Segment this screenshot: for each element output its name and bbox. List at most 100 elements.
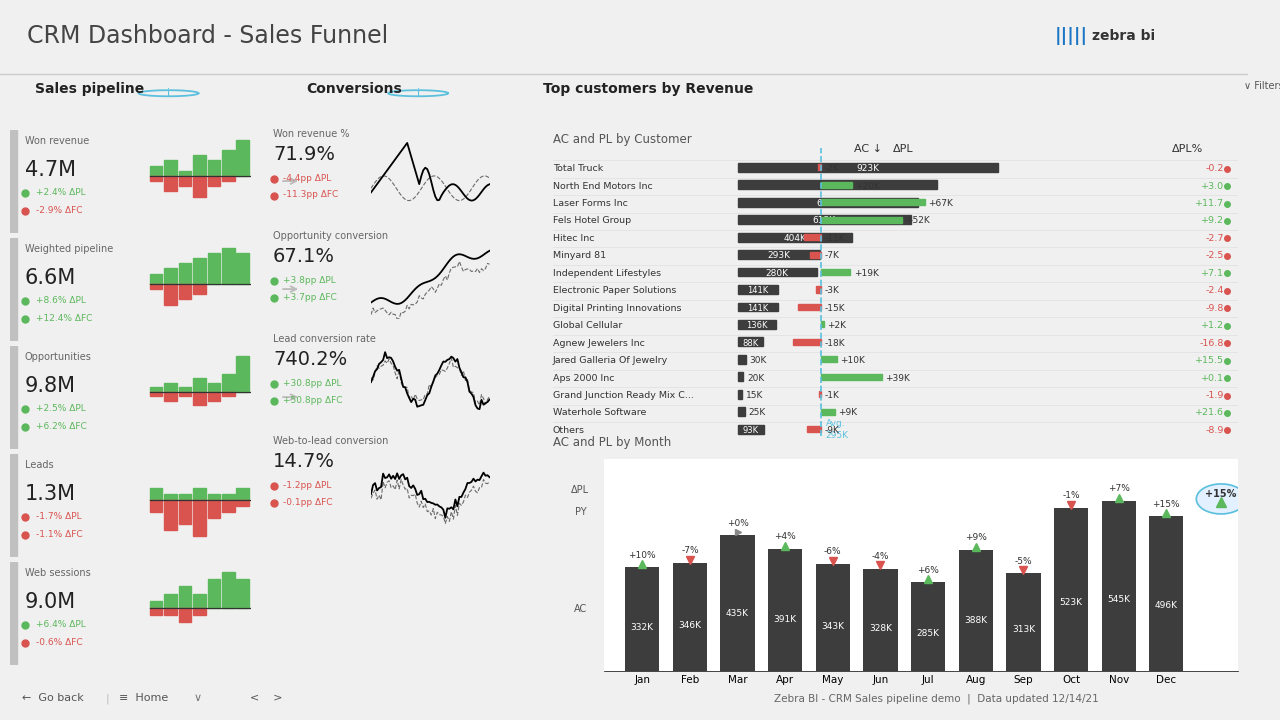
Bar [150,284,163,289]
Bar [721,535,755,671]
Text: 93K: 93K [742,426,759,435]
Bar [179,494,191,500]
Text: 141K: 141K [748,287,768,295]
Bar [179,264,191,284]
Text: Top customers by Revenue: Top customers by Revenue [543,82,753,96]
Text: +15%: +15% [1206,490,1236,499]
Text: 25K: 25K [749,408,765,418]
Bar [193,156,206,176]
Text: CRM Dashboard - Sales Funnel: CRM Dashboard - Sales Funnel [27,24,389,48]
Text: +21.6: +21.6 [1196,408,1224,418]
Bar [221,500,234,512]
Bar [193,258,206,284]
Text: -5%: -5% [1015,557,1032,566]
Text: 496K: 496K [1155,601,1178,611]
Bar [237,253,248,284]
Text: <    >: < > [250,693,282,703]
Text: 71.9%: 71.9% [273,145,335,164]
Text: 640K: 640K [817,199,840,208]
Text: Jared Galleria Of Jewelry: Jared Galleria Of Jewelry [553,356,668,365]
Bar [737,163,998,172]
Bar [179,500,191,524]
Text: +4%: +4% [774,532,796,541]
Bar [625,567,659,671]
Text: -18K: -18K [824,338,845,348]
Bar [164,161,177,176]
Bar [817,287,820,292]
Text: -15K: -15K [824,304,845,312]
Text: 9.8M: 9.8M [24,376,76,396]
Text: Opportunity conversion: Opportunity conversion [273,231,388,240]
Text: -1.2pp ΔPL: -1.2pp ΔPL [283,481,332,490]
Text: ←  Go back: ← Go back [23,693,84,703]
Text: |: | [106,693,110,703]
Text: ΔPL%: ΔPL% [1172,144,1203,154]
Bar [820,374,882,380]
Text: -6%: -6% [824,547,842,557]
Bar [221,494,234,500]
Bar [737,390,742,399]
Text: +19K: +19K [854,269,879,278]
Text: +6%: +6% [918,565,940,575]
Bar [221,248,234,284]
Text: Minyard 81: Minyard 81 [553,251,607,261]
Text: +3.7pp ΔFC: +3.7pp ΔFC [283,292,337,302]
Bar [737,250,820,259]
Text: 20K: 20K [748,374,764,382]
Text: -0.6% ΔFC: -0.6% ΔFC [36,638,82,647]
Text: Digital Printing Innovations: Digital Printing Innovations [553,304,681,312]
Text: Others: Others [553,426,585,435]
Bar [221,150,234,176]
Bar [1102,501,1135,671]
Bar [164,383,177,392]
Text: Aps 2000 Inc: Aps 2000 Inc [553,374,614,382]
Text: 388K: 388K [964,616,987,625]
Bar [10,562,17,665]
Bar [804,234,820,240]
Bar [737,268,817,276]
Text: 141K: 141K [748,304,768,312]
Bar [959,550,993,671]
Text: Sales pipeline: Sales pipeline [35,82,145,96]
Text: i: i [166,89,170,98]
Bar [737,198,918,207]
Bar [207,500,220,518]
Polygon shape [1197,484,1245,514]
Bar [673,563,707,671]
Text: -9.8: -9.8 [1206,304,1224,312]
Text: PY: PY [575,507,586,517]
Text: -4%: -4% [872,552,890,561]
Text: AC and PL by Month: AC and PL by Month [553,436,671,449]
Bar [10,454,17,557]
Text: 67.1%: 67.1% [273,247,335,266]
Text: +39K: +39K [884,374,910,382]
Bar [179,171,191,176]
Bar [737,338,763,346]
Bar [863,569,897,671]
Text: AC: AC [573,603,588,613]
Bar [820,217,901,222]
Bar [164,500,177,530]
Text: -3K: -3K [824,287,840,295]
Text: 523K: 523K [1060,598,1083,607]
Text: +67K: +67K [928,199,954,208]
Text: Grand Junction Ready Mix C...: Grand Junction Ready Mix C... [553,391,694,400]
Text: -1.9: -1.9 [1206,391,1224,400]
Bar [150,274,163,284]
Text: 613K: 613K [813,217,836,225]
Bar [179,586,191,608]
Text: 391K: 391K [773,616,796,624]
Bar [737,408,745,416]
Bar [207,176,220,186]
Bar [237,500,248,506]
Bar [179,284,191,300]
Bar [193,593,206,608]
Text: +9%: +9% [965,534,987,542]
Bar [737,302,778,311]
Bar [164,593,177,608]
Bar [150,600,163,608]
Text: -1%: -1% [1062,491,1080,500]
Text: -0.1pp ΔFC: -0.1pp ΔFC [283,498,333,507]
Bar [193,176,206,197]
Text: 332K: 332K [631,623,654,632]
